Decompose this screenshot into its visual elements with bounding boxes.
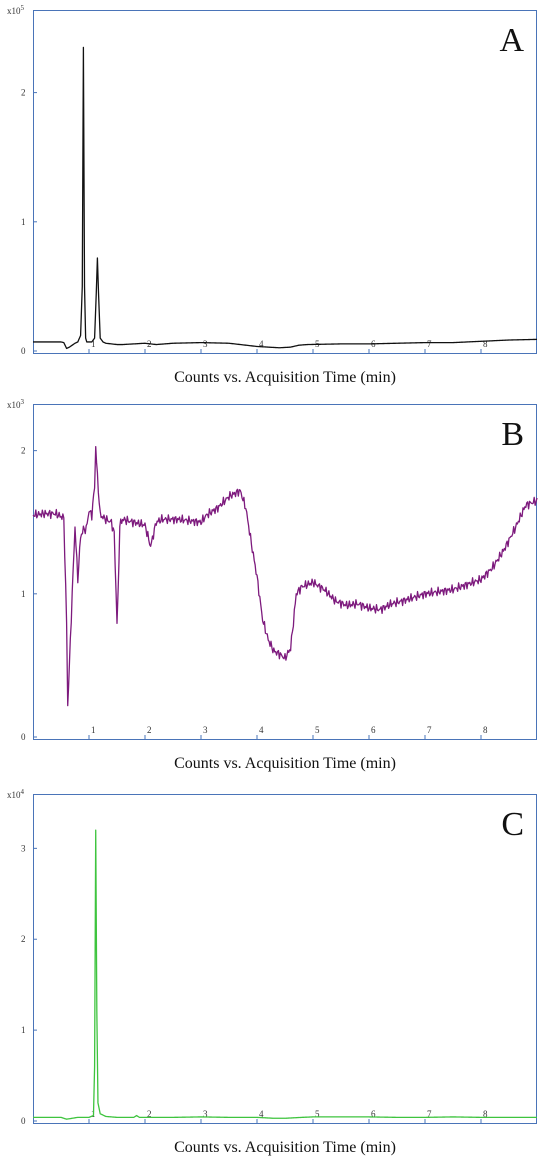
x-tick-label: 2 xyxy=(147,725,152,735)
x-tick-label: 6 xyxy=(371,1109,376,1119)
x-tick-label: 3 xyxy=(203,339,208,349)
x-tick-label: 5 xyxy=(315,725,320,735)
y-tick-label: 2 xyxy=(21,934,26,944)
y-tick-label: 0 xyxy=(21,732,26,742)
y-tick-label: 0 xyxy=(21,1116,26,1126)
panel-label: A xyxy=(499,22,524,59)
x-tick-label: 1 xyxy=(91,725,96,735)
x-tick-label: 4 xyxy=(259,725,264,735)
x-tick-label: 5 xyxy=(315,1109,320,1119)
panel-label: C xyxy=(501,806,524,843)
x-axis-label: Counts vs. Acquisition Time (min) xyxy=(174,1139,396,1156)
x-tick-label: 7 xyxy=(427,725,432,735)
x-tick-label: 3 xyxy=(203,725,208,735)
series-line xyxy=(33,46,538,350)
y-tick-label: 0 xyxy=(21,346,26,356)
x-tick-label: 3 xyxy=(203,1109,208,1119)
x-tick-label: 4 xyxy=(259,339,264,349)
x-tick-label: 1 xyxy=(91,339,96,349)
x-tick-label: 7 xyxy=(427,1109,432,1119)
panel-label: B xyxy=(501,416,524,453)
y-tick-label: 2 xyxy=(21,88,26,98)
x-tick-label: 8 xyxy=(483,725,488,735)
plot-frame xyxy=(33,404,537,740)
x-tick-label: 4 xyxy=(259,1109,264,1119)
x-tick-label: 6 xyxy=(371,725,376,735)
plot-frame xyxy=(33,794,537,1124)
y-scale-label: x104 xyxy=(7,788,24,800)
series-line xyxy=(33,829,537,1120)
y-tick-label: 1 xyxy=(21,589,26,599)
x-axis-label: Counts vs. Acquisition Time (min) xyxy=(174,369,396,386)
x-tick-label: 8 xyxy=(483,1109,488,1119)
y-tick-label: 3 xyxy=(21,843,26,853)
y-scale-label: x105 xyxy=(7,4,24,16)
y-tick-label: 2 xyxy=(21,446,26,456)
x-tick-label: 8 xyxy=(483,339,488,349)
x-axis-label: Counts vs. Acquisition Time (min) xyxy=(174,755,396,772)
x-tick-label: 7 xyxy=(427,339,432,349)
y-tick-label: 1 xyxy=(21,217,26,227)
x-tick-label: 2 xyxy=(147,1109,152,1119)
plot-frame xyxy=(33,10,537,354)
y-tick-label: 1 xyxy=(21,1025,26,1035)
chromatogram-panel-b: x103 1 2 3 4 5 6 7 8 0 1 2 B Counts vs. Acquisitio… xyxy=(0,394,550,782)
plot-area: 1 2 3 4 5 6 7 8 0 1 2 xyxy=(21,445,538,742)
series-line xyxy=(32,445,538,707)
y-scale-label: x103 xyxy=(7,398,24,410)
